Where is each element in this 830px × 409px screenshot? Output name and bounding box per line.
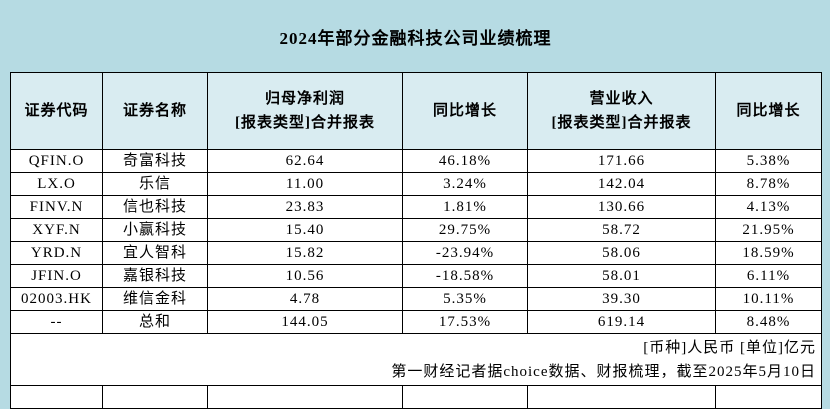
cell-revenue-yoy: 4.13%: [715, 195, 822, 219]
cell-net-profit: 15.82: [207, 241, 403, 265]
cell-name: 小赢科技: [102, 218, 208, 242]
header-security-name: 证券名称: [102, 72, 208, 150]
cell-code: JFIN.O: [10, 264, 103, 288]
cell-code: --: [10, 310, 103, 334]
empty-cell: [10, 385, 103, 409]
cell-revenue: 58.72: [527, 218, 716, 242]
table-row: 02003.HK 维信金科 4.78 5.35% 39.30 10.11%: [10, 287, 822, 311]
cell-revenue: 58.01: [527, 264, 716, 288]
table-row: YRD.N 宜人智科 15.82 -23.94% 58.06 18.59%: [10, 241, 822, 265]
header-revenue: 营业收入 [报表类型]合并报表: [527, 72, 716, 150]
header-net-profit: 归母净利润 [报表类型]合并报表: [207, 72, 403, 150]
cell-name: 维信金科: [102, 287, 208, 311]
cell-name: 宜人智科: [102, 241, 208, 265]
footnote-cell: [币种]人民币 [单位]亿元 第一财经记者据choice数据、财报梳理，截至20…: [10, 333, 822, 386]
cell-revenue: 171.66: [527, 149, 716, 173]
cell-revenue-yoy: 8.48%: [715, 310, 822, 334]
empty-cell: [102, 385, 208, 409]
cell-net-profit: 62.64: [207, 149, 403, 173]
cell-revenue-yoy: 5.38%: [715, 149, 822, 173]
cell-revenue-yoy: 8.78%: [715, 172, 822, 196]
cell-code: FINV.N: [10, 195, 103, 219]
cell-code: LX.O: [10, 172, 103, 196]
cell-revenue: 619.14: [527, 310, 716, 334]
header-revenue-yoy: 同比增长: [715, 72, 822, 150]
cell-name: 信也科技: [102, 195, 208, 219]
cell-code: 02003.HK: [10, 287, 103, 311]
cell-net-profit-yoy: 29.75%: [402, 218, 528, 242]
cell-code: QFIN.O: [10, 149, 103, 173]
empty-row: [10, 385, 822, 409]
cell-net-profit: 15.40: [207, 218, 403, 242]
table-row: JFIN.O 嘉银科技 10.56 -18.58% 58.01 6.11%: [10, 264, 822, 288]
empty-cell: [527, 385, 716, 409]
cell-name: 乐信: [102, 172, 208, 196]
page-title: 2024年部分金融科技公司业绩梳理: [279, 28, 552, 48]
cell-revenue-yoy: 6.11%: [715, 264, 822, 288]
cell-net-profit-yoy: -23.94%: [402, 241, 528, 265]
cell-net-profit-yoy: -18.58%: [402, 264, 528, 288]
cell-name: 总和: [102, 310, 208, 334]
cell-revenue-yoy: 21.95%: [715, 218, 822, 242]
cell-revenue: 142.04: [527, 172, 716, 196]
cell-net-profit-yoy: 46.18%: [402, 149, 528, 173]
table-header-row: 证券代码 证券名称 归母净利润 [报表类型]合并报表 同比增长 营业收入 [报表…: [10, 72, 822, 150]
cell-net-profit-yoy: 5.35%: [402, 287, 528, 311]
empty-cell: [715, 385, 822, 409]
cell-net-profit: 23.83: [207, 195, 403, 219]
table-row: LX.O 乐信 11.00 3.24% 142.04 8.78%: [10, 172, 822, 196]
cell-net-profit: 11.00: [207, 172, 403, 196]
table-row: FINV.N 信也科技 23.83 1.81% 130.66 4.13%: [10, 195, 822, 219]
cell-net-profit-yoy: 17.53%: [402, 310, 528, 334]
cell-name: 奇富科技: [102, 149, 208, 173]
footnote-currency-unit: [币种]人民币 [单位]亿元: [643, 339, 816, 356]
cell-net-profit: 10.56: [207, 264, 403, 288]
cell-code: YRD.N: [10, 241, 103, 265]
cell-net-profit-yoy: 1.81%: [402, 195, 528, 219]
empty-cell: [402, 385, 528, 409]
fintech-results-table: 证券代码 证券名称 归母净利润 [报表类型]合并报表 同比增长 营业收入 [报表…: [10, 72, 822, 409]
cell-revenue-yoy: 10.11%: [715, 287, 822, 311]
header-net-profit-yoy: 同比增长: [402, 72, 528, 150]
cell-name: 嘉银科技: [102, 264, 208, 288]
table-footnote-row: [币种]人民币 [单位]亿元 第一财经记者据choice数据、财报梳理，截至20…: [10, 333, 822, 386]
cell-revenue: 39.30: [527, 287, 716, 311]
table-row: QFIN.O 奇富科技 62.64 46.18% 171.66 5.38%: [10, 149, 822, 173]
cell-revenue-yoy: 18.59%: [715, 241, 822, 265]
footnote-source: 第一财经记者据choice数据、财报梳理，截至2025年5月10日: [391, 363, 816, 380]
cell-revenue: 58.06: [527, 241, 716, 265]
cell-net-profit-yoy: 3.24%: [402, 172, 528, 196]
table-row: XYF.N 小赢科技 15.40 29.75% 58.72 21.95%: [10, 218, 822, 242]
table-row-total: -- 总和 144.05 17.53% 619.14 8.48%: [10, 310, 822, 334]
empty-cell: [207, 385, 403, 409]
header-security-code: 证券代码: [10, 72, 103, 150]
cell-revenue: 130.66: [527, 195, 716, 219]
cell-net-profit: 144.05: [207, 310, 403, 334]
cell-code: XYF.N: [10, 218, 103, 242]
cell-net-profit: 4.78: [207, 287, 403, 311]
